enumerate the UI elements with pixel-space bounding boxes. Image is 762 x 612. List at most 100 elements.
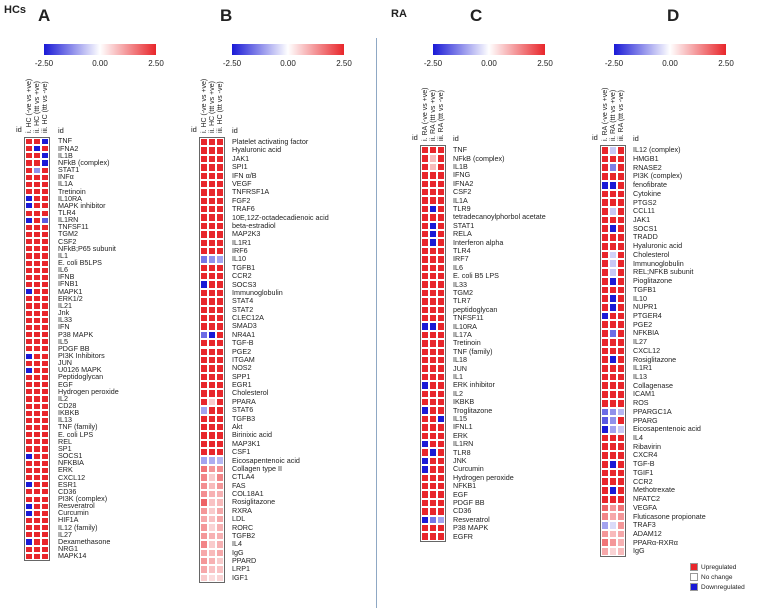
- heatmap-cell: [429, 288, 437, 298]
- heatmap-cell: [200, 431, 208, 440]
- column-label: iii. RA (ttt vs -ve): [438, 90, 445, 141]
- row-label: NFKBIA: [58, 458, 84, 468]
- heatmap-cell: [437, 230, 445, 239]
- row-label: JUN: [58, 358, 72, 368]
- heatmap-cell: [437, 171, 445, 180]
- heatmap-cell: [429, 364, 437, 373]
- column-label: iii. HC (ttt vs -ve): [42, 81, 49, 133]
- row-label: JAK1: [633, 215, 651, 225]
- heatmap-cell: [421, 146, 429, 155]
- heatmap-cell: [429, 456, 437, 466]
- heatmap-cell: [421, 507, 429, 516]
- heatmap-cell: [429, 448, 437, 457]
- heatmap-cell: [25, 230, 33, 239]
- heatmap-cell: [437, 272, 445, 281]
- heatmap-cell: [609, 398, 617, 408]
- heatmap-cell: [25, 166, 33, 174]
- row-label: IL10: [633, 293, 647, 303]
- heatmap-cell: [601, 189, 609, 199]
- legend: Upregulated No change Downregulated: [690, 562, 762, 592]
- row-label: IL6: [453, 262, 463, 272]
- heatmap-cell: [33, 316, 41, 324]
- heatmap-cell: [208, 406, 216, 415]
- heatmap-cell: [208, 414, 216, 423]
- heatmap-cell: [25, 402, 33, 410]
- heatmap-cell: [429, 356, 437, 365]
- heatmap-cell: [33, 331, 41, 339]
- heatmap-cell: [421, 272, 429, 281]
- heatmap-cell: [609, 224, 617, 234]
- heatmap-cell: [437, 465, 445, 474]
- heatmap-cell: [200, 531, 208, 541]
- row-label: IL6: [58, 265, 68, 275]
- heatmap-cell: [421, 465, 429, 474]
- heatmap-cell: [41, 152, 49, 160]
- id-header-left: id: [412, 133, 418, 142]
- heatmap-cell: [25, 145, 33, 153]
- heatmap-cell: [437, 339, 445, 348]
- heatmap-cell: [25, 381, 33, 389]
- heatmap-cell: [437, 490, 445, 499]
- heatmap-cell: [25, 180, 33, 189]
- heatmap-cell: [437, 448, 445, 457]
- heatmap-cell: [601, 346, 609, 356]
- heatmap-cell: [25, 138, 33, 146]
- heatmap-cell: [200, 540, 208, 549]
- heatmap-cell: [437, 406, 445, 415]
- heatmap-cell: [216, 422, 224, 432]
- heatmap-cell: [437, 381, 445, 390]
- heatmap-cell: [41, 259, 49, 267]
- heatmap-cell: [437, 179, 445, 188]
- row-label: SOCS1: [58, 451, 83, 461]
- heatmap-cell: [41, 366, 49, 374]
- row-label: PPARG: [633, 415, 658, 425]
- heatmap-cell: [601, 250, 609, 260]
- legend-item-down: Downregulated: [690, 582, 762, 592]
- heatmap-cell: [33, 145, 41, 153]
- colorbar-tick-min: -2.50: [34, 59, 54, 68]
- heatmap-cell: [33, 209, 41, 217]
- row-label: Immunoglobulin: [232, 287, 283, 297]
- heatmap-cell: [609, 477, 617, 487]
- row-label: IgG: [232, 547, 244, 557]
- heatmap-cell: [601, 520, 609, 530]
- heatmap-cell: [200, 414, 208, 423]
- heatmap-cell: [208, 280, 216, 289]
- heatmap-cell: [200, 372, 208, 381]
- row-label: MAPK14: [58, 551, 87, 561]
- heatmap-cell: [617, 486, 625, 495]
- row-label: IL13: [58, 415, 72, 425]
- legend-label-down: Downregulated: [701, 583, 745, 591]
- heatmap-cell: [200, 389, 208, 398]
- heatmap-cell: [200, 330, 208, 340]
- heatmap-cell: [200, 481, 208, 490]
- heatmap-cell: [41, 216, 49, 224]
- row-label: IFNB: [58, 272, 75, 282]
- row-label: JUN: [453, 363, 467, 373]
- heatmap-cell: [200, 406, 208, 415]
- heatmap-cell: [216, 464, 224, 474]
- heatmap-cell: [601, 512, 609, 521]
- heatmap-cell: [609, 250, 617, 260]
- heatmap-cell: [200, 263, 208, 273]
- heatmap-cell: [41, 180, 49, 189]
- row-label: Rosiglitazone: [232, 497, 276, 507]
- heatmap-cell: [41, 245, 49, 253]
- heatmap-cell: [216, 313, 224, 323]
- row-label: TGIF1: [633, 467, 654, 477]
- heatmap-cell: [617, 302, 625, 312]
- row-label: HIF1A: [58, 515, 79, 525]
- panel-letter: A: [38, 6, 51, 25]
- heatmap-cell: [601, 259, 609, 269]
- heatmap-cell: [41, 309, 49, 317]
- heatmap-cell: [617, 241, 625, 251]
- legend-label-nc: No change: [701, 573, 733, 581]
- heatmap-cell: [25, 552, 33, 560]
- heatmap-cell: [437, 146, 445, 155]
- id-header-left: id: [16, 125, 22, 134]
- column-label: iii. HC (ttt vs -ve): [217, 81, 224, 133]
- heatmap-cell: [601, 294, 609, 303]
- heatmap-cell: [33, 223, 41, 231]
- heatmap-cell: [33, 352, 41, 360]
- row-label: IKBKB: [58, 408, 80, 418]
